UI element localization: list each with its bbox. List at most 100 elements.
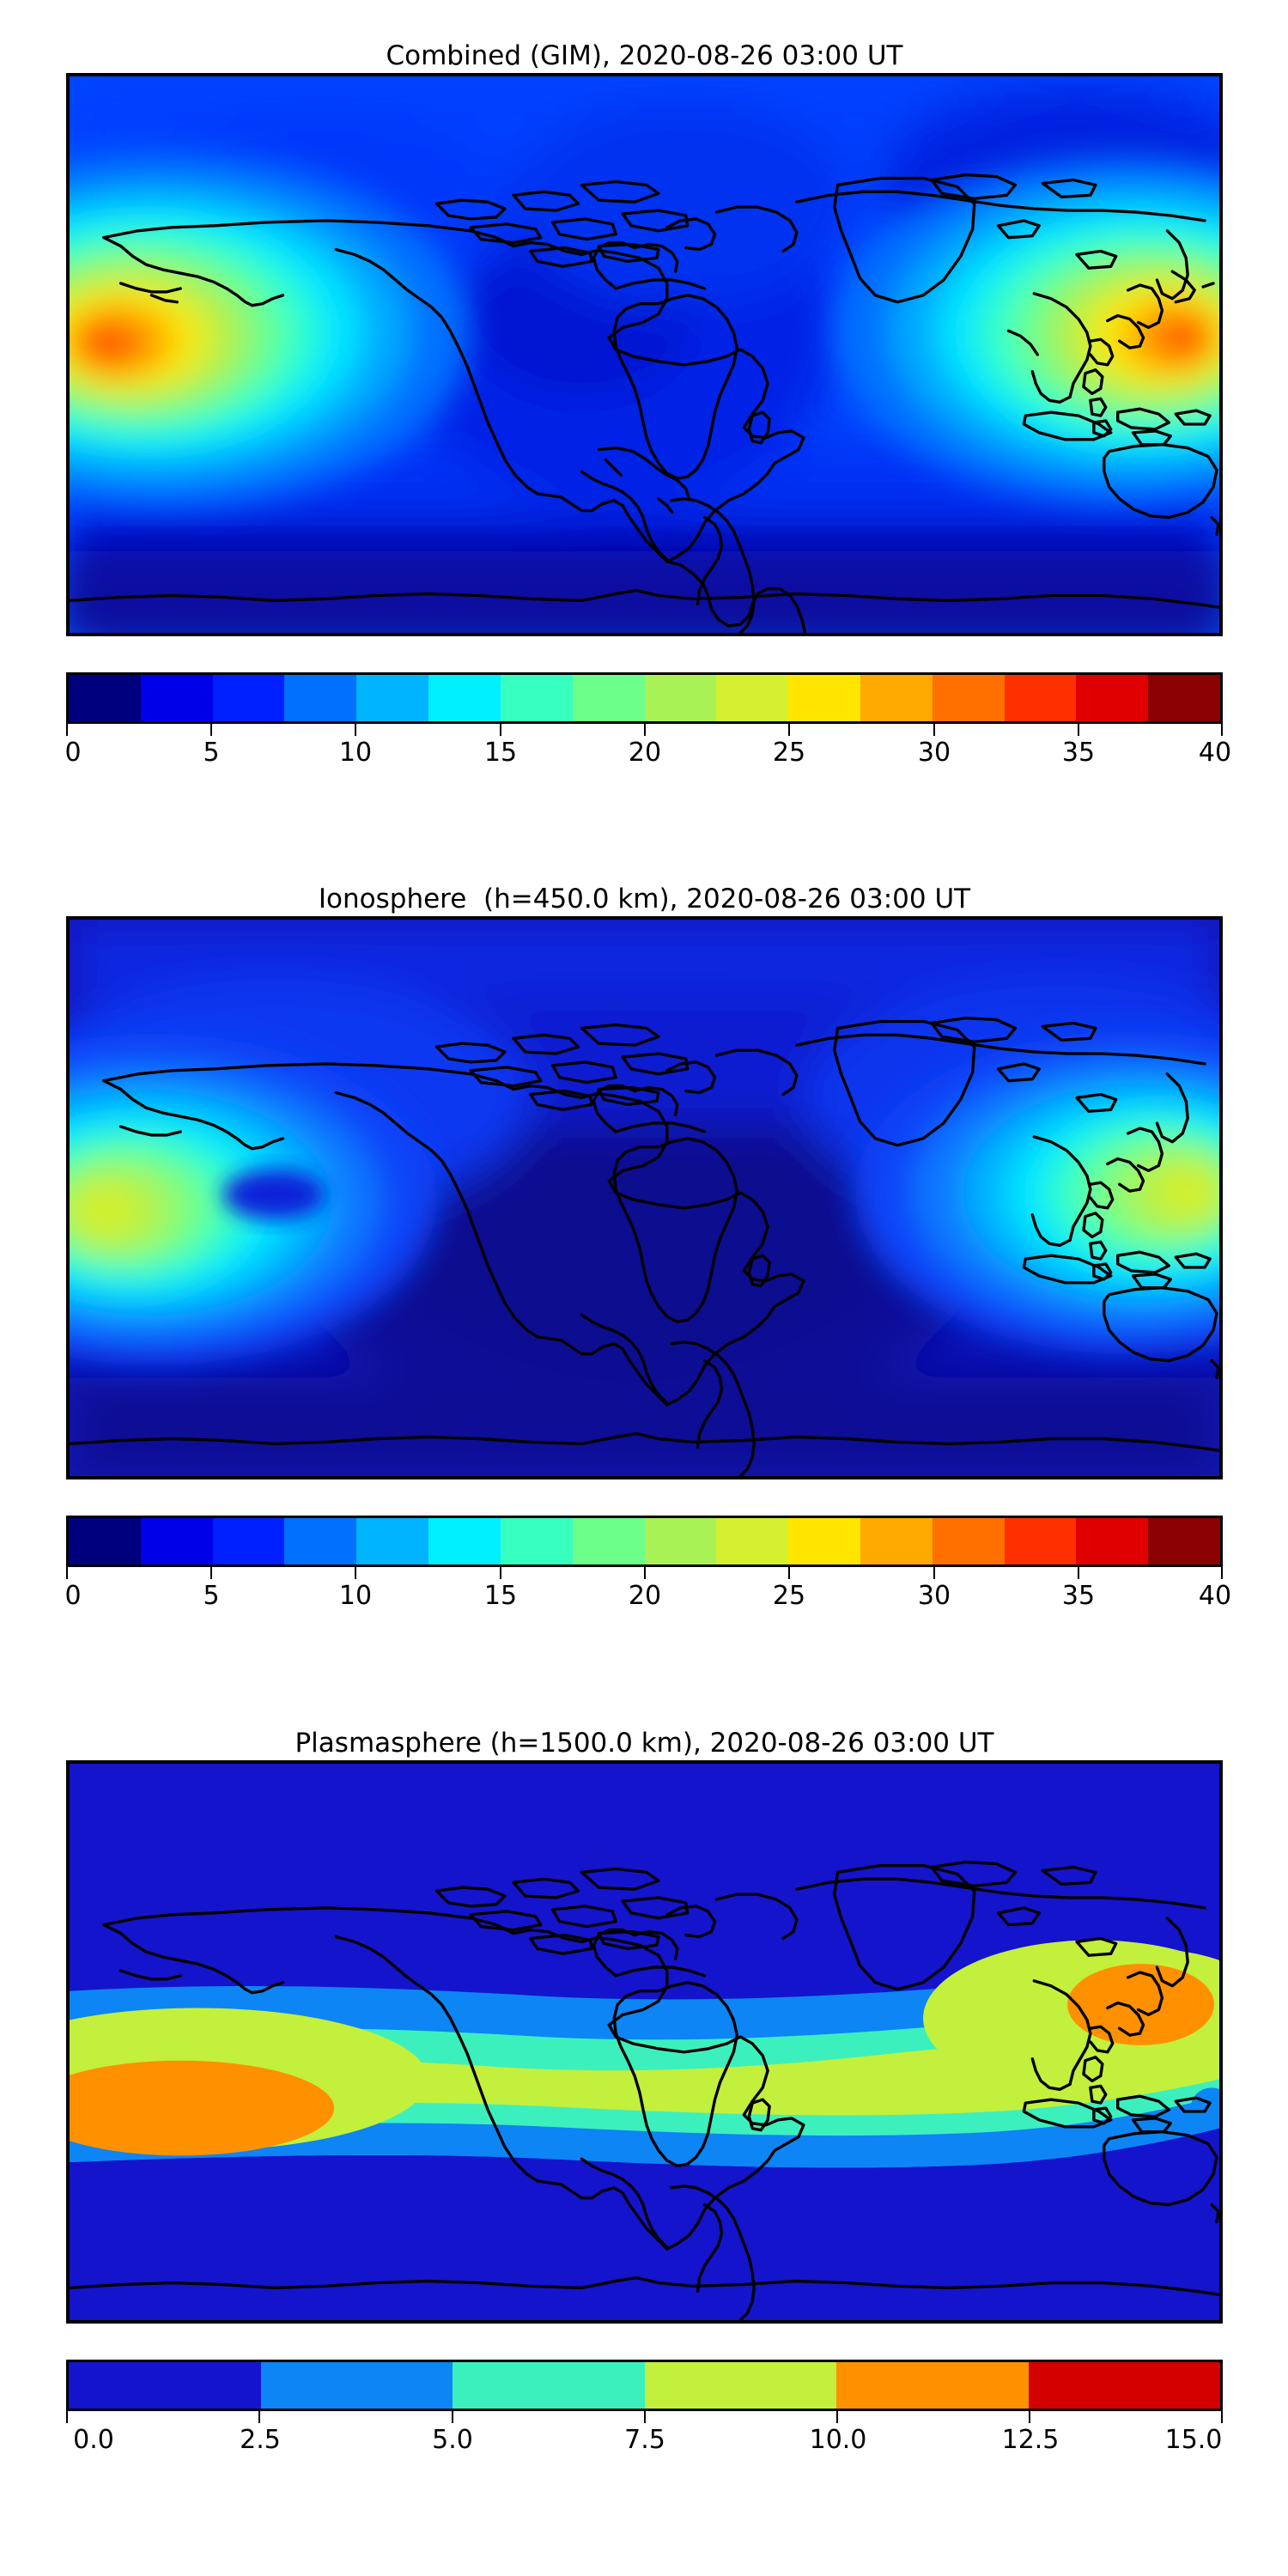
colorbar-combined-gim: 0 5 10 15 20 25 30 35 40 [64, 672, 1231, 775]
colorbar-band [788, 675, 860, 721]
colorbar-tick-label: 15.0 [1164, 2425, 1223, 2455]
colorbar-band [1004, 1518, 1077, 1564]
colorbar-tick [644, 2411, 646, 2423]
colorbar-tick-label: 10.0 [809, 2425, 867, 2455]
colorbar-ionosphere-labels: 0 5 10 15 20 25 30 35 40 [64, 1581, 1231, 1613]
colorbar-plasmasphere-ticks [66, 2411, 1223, 2423]
colorbar-band [1148, 1518, 1220, 1564]
colorbar-tick [500, 1567, 501, 1579]
colorbar-band [500, 675, 573, 721]
colorbar-tick-label: 30 [917, 738, 951, 768]
map-ionosphere-svg [70, 920, 1219, 1476]
colorbar-ionosphere-bar [66, 1516, 1223, 1567]
panel-title-combined-gim: Combined (GIM), 2020-08-26 03:00 UT [386, 40, 903, 71]
colorbar-tick-label: 0 [64, 1581, 82, 1611]
colorbar-tick-label: 35 [1061, 1581, 1096, 1611]
colorbar-combined-gim-labels: 0 5 10 15 20 25 30 35 40 [64, 738, 1231, 770]
colorbar-tick-label: 5.0 [432, 2425, 473, 2455]
colorbar-tick [1221, 2411, 1223, 2423]
colorbar-tick-label: 10 [338, 1581, 373, 1611]
colorbar-tick [66, 2411, 68, 2423]
colorbar-tick-label: 0.0 [73, 2425, 114, 2455]
colorbar-plasmasphere-labels: 0.0 2.5 5.0 7.5 10.0 12.5 15.0 [66, 2425, 1223, 2458]
colorbar-combined-gim-bar [66, 672, 1223, 724]
colorbar-tick [452, 2411, 453, 2423]
colorbar-band [500, 1518, 573, 1564]
colorbar-tick [933, 1567, 935, 1579]
colorbar-tick-label: 0 [64, 738, 82, 768]
colorbar-band [716, 675, 789, 721]
colorbar-tick-label: 30 [917, 1581, 951, 1611]
colorbar-tick-label: 25 [772, 1581, 806, 1611]
colorbar-tick [500, 724, 501, 736]
colorbar-tick [836, 2411, 838, 2423]
colorbar-band [356, 1518, 429, 1564]
colorbar-tick [210, 1567, 212, 1579]
colorbar-band [428, 1518, 501, 1564]
colorbar-band [69, 2362, 261, 2409]
colorbar-tick-label: 25 [772, 738, 806, 768]
map-combined-gim-svg [70, 76, 1219, 633]
colorbar-band [860, 675, 933, 721]
colorbar-band [860, 1518, 933, 1564]
colorbar-tick [1221, 1567, 1223, 1579]
colorbar-tick [933, 724, 935, 736]
colorbar-band [212, 1518, 285, 1564]
colorbar-tick [355, 1567, 356, 1579]
colorbar-tick-label: 20 [628, 738, 662, 768]
colorbar-band [1148, 675, 1220, 721]
panel-title-ionosphere: Ionosphere (h=450.0 km), 2020-08-26 03:0… [318, 884, 971, 914]
colorbar-band [572, 1518, 645, 1564]
colorbar-tick [1078, 724, 1079, 736]
colorbar-band [140, 1518, 213, 1564]
colorbar-band [69, 675, 141, 721]
colorbar-band [1028, 2362, 1220, 2409]
colorbar-tick [1221, 724, 1223, 736]
colorbar-tick-label: 12.5 [1001, 2425, 1060, 2455]
colorbar-ionosphere: 0 5 10 15 20 25 30 35 40 [64, 1516, 1231, 1619]
colorbar-tick-label: 15 [483, 1581, 518, 1611]
map-ionosphere [66, 916, 1223, 1479]
colorbar-tick-label: 20 [628, 1581, 662, 1611]
colorbar-band [1076, 675, 1149, 721]
colorbar-tick-label: 40 [1198, 738, 1232, 768]
colorbar-band [644, 2362, 836, 2409]
colorbar-tick [355, 724, 356, 736]
colorbar-band [932, 1518, 1005, 1564]
colorbar-band [356, 675, 429, 721]
colorbar-tick-label: 7.5 [624, 2425, 665, 2455]
colorbar-tick [210, 724, 212, 736]
colorbar-tick [644, 1567, 646, 1579]
colorbar-band [836, 2362, 1029, 2409]
colorbar-band [212, 675, 285, 721]
colorbar-band [284, 1518, 357, 1564]
colorbar-plasmasphere-bar [66, 2360, 1223, 2411]
map-combined-gim [66, 73, 1223, 636]
colorbar-tick [66, 1567, 68, 1579]
colorbar-band [788, 1518, 860, 1564]
colorbar-plasmasphere: 0.0 2.5 5.0 7.5 10.0 12.5 15.0 [66, 2360, 1223, 2463]
colorbar-band [1004, 675, 1077, 721]
colorbar-band [69, 1518, 141, 1564]
colorbar-tick [258, 2411, 260, 2423]
colorbar-band [932, 675, 1005, 721]
colorbar-band [644, 675, 717, 721]
map-plasmasphere [66, 1760, 1223, 2324]
colorbar-tick-label: 40 [1198, 1581, 1232, 1611]
colorbar-band [140, 675, 213, 721]
colorbar-band [572, 675, 645, 721]
colorbar-tick-label: 5 [203, 1581, 220, 1611]
colorbar-ionosphere-ticks [66, 1567, 1223, 1579]
colorbar-band [284, 675, 357, 721]
colorbar-tick [66, 724, 68, 736]
colorbar-tick-label: 5 [203, 738, 220, 768]
colorbar-band [428, 675, 501, 721]
map-plasmasphere-svg [70, 1764, 1219, 2320]
colorbar-tick-label: 35 [1061, 738, 1096, 768]
colorbar-tick [788, 1567, 790, 1579]
colorbar-combined-gim-ticks [66, 724, 1223, 736]
colorbar-tick [644, 724, 646, 736]
colorbar-tick-label: 2.5 [240, 2425, 281, 2455]
colorbar-tick-label: 10 [338, 738, 373, 768]
colorbar-band [716, 1518, 789, 1564]
